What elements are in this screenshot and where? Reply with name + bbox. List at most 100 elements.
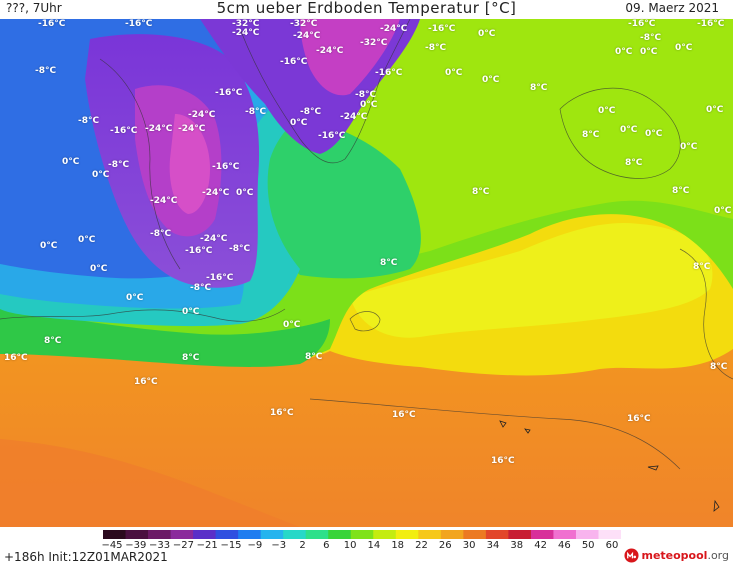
temp-label: 0°C: [182, 307, 200, 317]
color-scale-segment: [508, 530, 532, 539]
color-scale-segment: [305, 530, 329, 539]
color-scale-bar: [103, 530, 621, 539]
temp-label: 8°C: [380, 258, 398, 268]
color-scale-tick: 60: [605, 540, 619, 551]
forecast-date: 09. Maerz 2021: [625, 1, 719, 15]
temp-label: -32°C: [360, 38, 388, 48]
map-header: ???, 7Uhr 5cm ueber Erdboden Temperatur …: [0, 0, 733, 20]
color-scale-tick: 38: [510, 540, 524, 551]
temp-label: 16°C: [491, 456, 515, 466]
temp-label: 0°C: [615, 47, 633, 57]
temp-label: 0°C: [92, 170, 110, 180]
color-scale-segment: [148, 530, 172, 539]
temp-label: 16°C: [627, 414, 651, 424]
temp-label: -8°C: [150, 229, 172, 239]
temp-label: 0°C: [90, 264, 108, 274]
temp-label: 0°C: [482, 75, 500, 85]
temp-label: -8°C: [245, 107, 267, 117]
temp-label: 0°C: [706, 105, 724, 115]
color-scale-tick: 26: [438, 540, 452, 551]
temp-label: 0°C: [78, 235, 96, 245]
temp-label: -16°C: [280, 57, 308, 67]
brand[interactable]: meteopool.org: [624, 547, 729, 563]
temp-label: 0°C: [680, 142, 698, 152]
temp-label: -24°C: [293, 31, 321, 41]
color-scale-tick: 50: [581, 540, 595, 551]
temp-label: -24°C: [188, 110, 216, 120]
color-scale-tick: −21: [196, 540, 218, 551]
temp-label: -32°C: [232, 19, 260, 29]
brand-name: meteopool.org: [641, 548, 729, 562]
color-scale-segment: [485, 530, 509, 539]
temp-label: 8°C: [472, 187, 490, 197]
temp-label: 16°C: [270, 408, 294, 418]
forecast-time: ???, 7Uhr: [6, 1, 62, 15]
temp-label: -8°C: [300, 107, 322, 117]
yellow-bright-zone: [350, 223, 713, 338]
temp-label: 0°C: [62, 157, 80, 167]
color-scale-tick: 22: [415, 540, 428, 551]
temp-label: -16°C: [110, 126, 138, 136]
color-scale-tick: 42: [534, 540, 547, 551]
temp-label: -24°C: [340, 112, 368, 122]
temp-label: 0°C: [645, 129, 663, 139]
color-scale-segment: [193, 530, 217, 539]
temp-label: 8°C: [582, 130, 600, 140]
color-scale-segment: [215, 530, 239, 539]
temp-label: -24°C: [145, 124, 173, 134]
temp-label: 8°C: [693, 262, 711, 272]
color-scale-segment: [395, 530, 419, 539]
init-time: +186h Init:12Z01MAR2021: [4, 550, 168, 564]
temp-label: -8°C: [190, 283, 212, 293]
temp-label: 8°C: [44, 336, 62, 346]
temp-label: 0°C: [126, 293, 144, 303]
temp-label: -24°C: [380, 24, 408, 34]
temp-label: -24°C: [150, 196, 178, 206]
color-scale-tick: −33: [149, 540, 171, 551]
temp-label: 0°C: [675, 43, 693, 53]
color-scale-segment: [575, 530, 599, 539]
map-footer: −45 −39 −33 −27 −21 −15 −9 −3 2 6 10 14 18 22 26 30 34 38…: [0, 527, 733, 566]
temp-label: -16°C: [125, 19, 153, 29]
temp-label: -16°C: [212, 162, 240, 172]
color-scale-segment: [598, 530, 621, 539]
temp-label: 16°C: [392, 410, 416, 420]
temp-label: -16°C: [697, 19, 725, 29]
temp-label: -16°C: [428, 24, 456, 34]
color-scale-tick: 10: [343, 540, 357, 551]
color-scale-tick: 30: [462, 540, 476, 551]
color-scale-segment: [125, 530, 149, 539]
color-scale-segment: [103, 530, 127, 539]
color-scale-segment: [170, 530, 194, 539]
temp-label: 8°C: [305, 352, 323, 362]
color-scale-segment: [373, 530, 397, 539]
temp-label: -16°C: [185, 246, 213, 256]
color-scale-tick: 46: [558, 540, 571, 551]
temp-label: 0°C: [598, 106, 616, 116]
color-scale-tick: −39: [125, 540, 147, 551]
temp-label: -16°C: [215, 88, 243, 98]
temp-label: -24°C: [178, 124, 206, 134]
temp-label: 16°C: [134, 377, 158, 387]
color-scale-segment: [283, 530, 307, 539]
warmest-zone: [0, 439, 300, 527]
temp-label: 0°C: [478, 29, 496, 39]
color-scale-segment: [440, 530, 464, 539]
color-scale-segment: [530, 530, 554, 539]
color-scale-segment: [328, 530, 352, 539]
temp-label: 8°C: [182, 353, 200, 363]
temp-label: -8°C: [108, 160, 130, 170]
magenta-core-greenland: [300, 19, 400, 96]
temp-label: -16°C: [318, 131, 346, 141]
temp-label: 0°C: [714, 206, 732, 216]
temp-label: -8°C: [355, 90, 377, 100]
temp-label: -8°C: [640, 33, 662, 43]
color-scale-segment: [418, 530, 442, 539]
color-scale-tick: 18: [391, 540, 405, 551]
temp-label: -8°C: [78, 116, 100, 126]
temp-label: -24°C: [200, 234, 228, 244]
color-scale-segment: [350, 530, 374, 539]
temp-label: 0°C: [640, 47, 658, 57]
color-scale-tick: −3: [271, 540, 287, 551]
color-scale-tick: 2: [299, 540, 306, 551]
